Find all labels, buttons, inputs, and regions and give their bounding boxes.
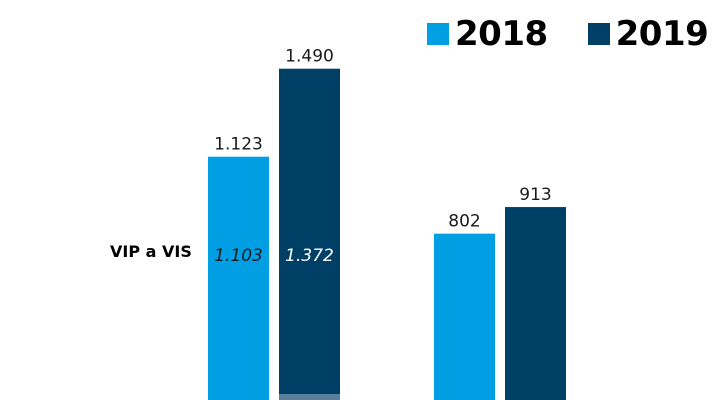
row-label-vip-a-vis: VIP a VIS — [110, 242, 192, 261]
bar-2018-cat2 — [434, 233, 495, 400]
bar-2019-cat1-stack-segment — [279, 394, 340, 400]
legend-item-2019: 2019 — [587, 14, 709, 54]
legend-label-2019: 2019 — [615, 14, 709, 54]
data-label-2019-cat1: 1.490 — [285, 47, 334, 67]
legend: 2018 2019 — [427, 14, 720, 54]
legend-swatch-2018 — [427, 23, 449, 45]
legend-label-2018: 2018 — [455, 14, 548, 54]
bar-2019-cat1 — [279, 68, 340, 400]
legend-swatch-2019 — [587, 23, 610, 45]
inner-label-2019: 1.372 — [285, 246, 334, 266]
legend-item-2018: 2018 — [427, 14, 548, 54]
bar-2019-cat2 — [505, 207, 566, 400]
data-label-2018-cat1: 1.123 — [214, 135, 263, 155]
bar-2018-cat1 — [208, 156, 269, 400]
data-label-2019-cat2: 913 — [519, 185, 551, 205]
inner-label-2018: 1.103 — [214, 246, 263, 266]
data-label-2018-cat2: 802 — [448, 212, 480, 232]
